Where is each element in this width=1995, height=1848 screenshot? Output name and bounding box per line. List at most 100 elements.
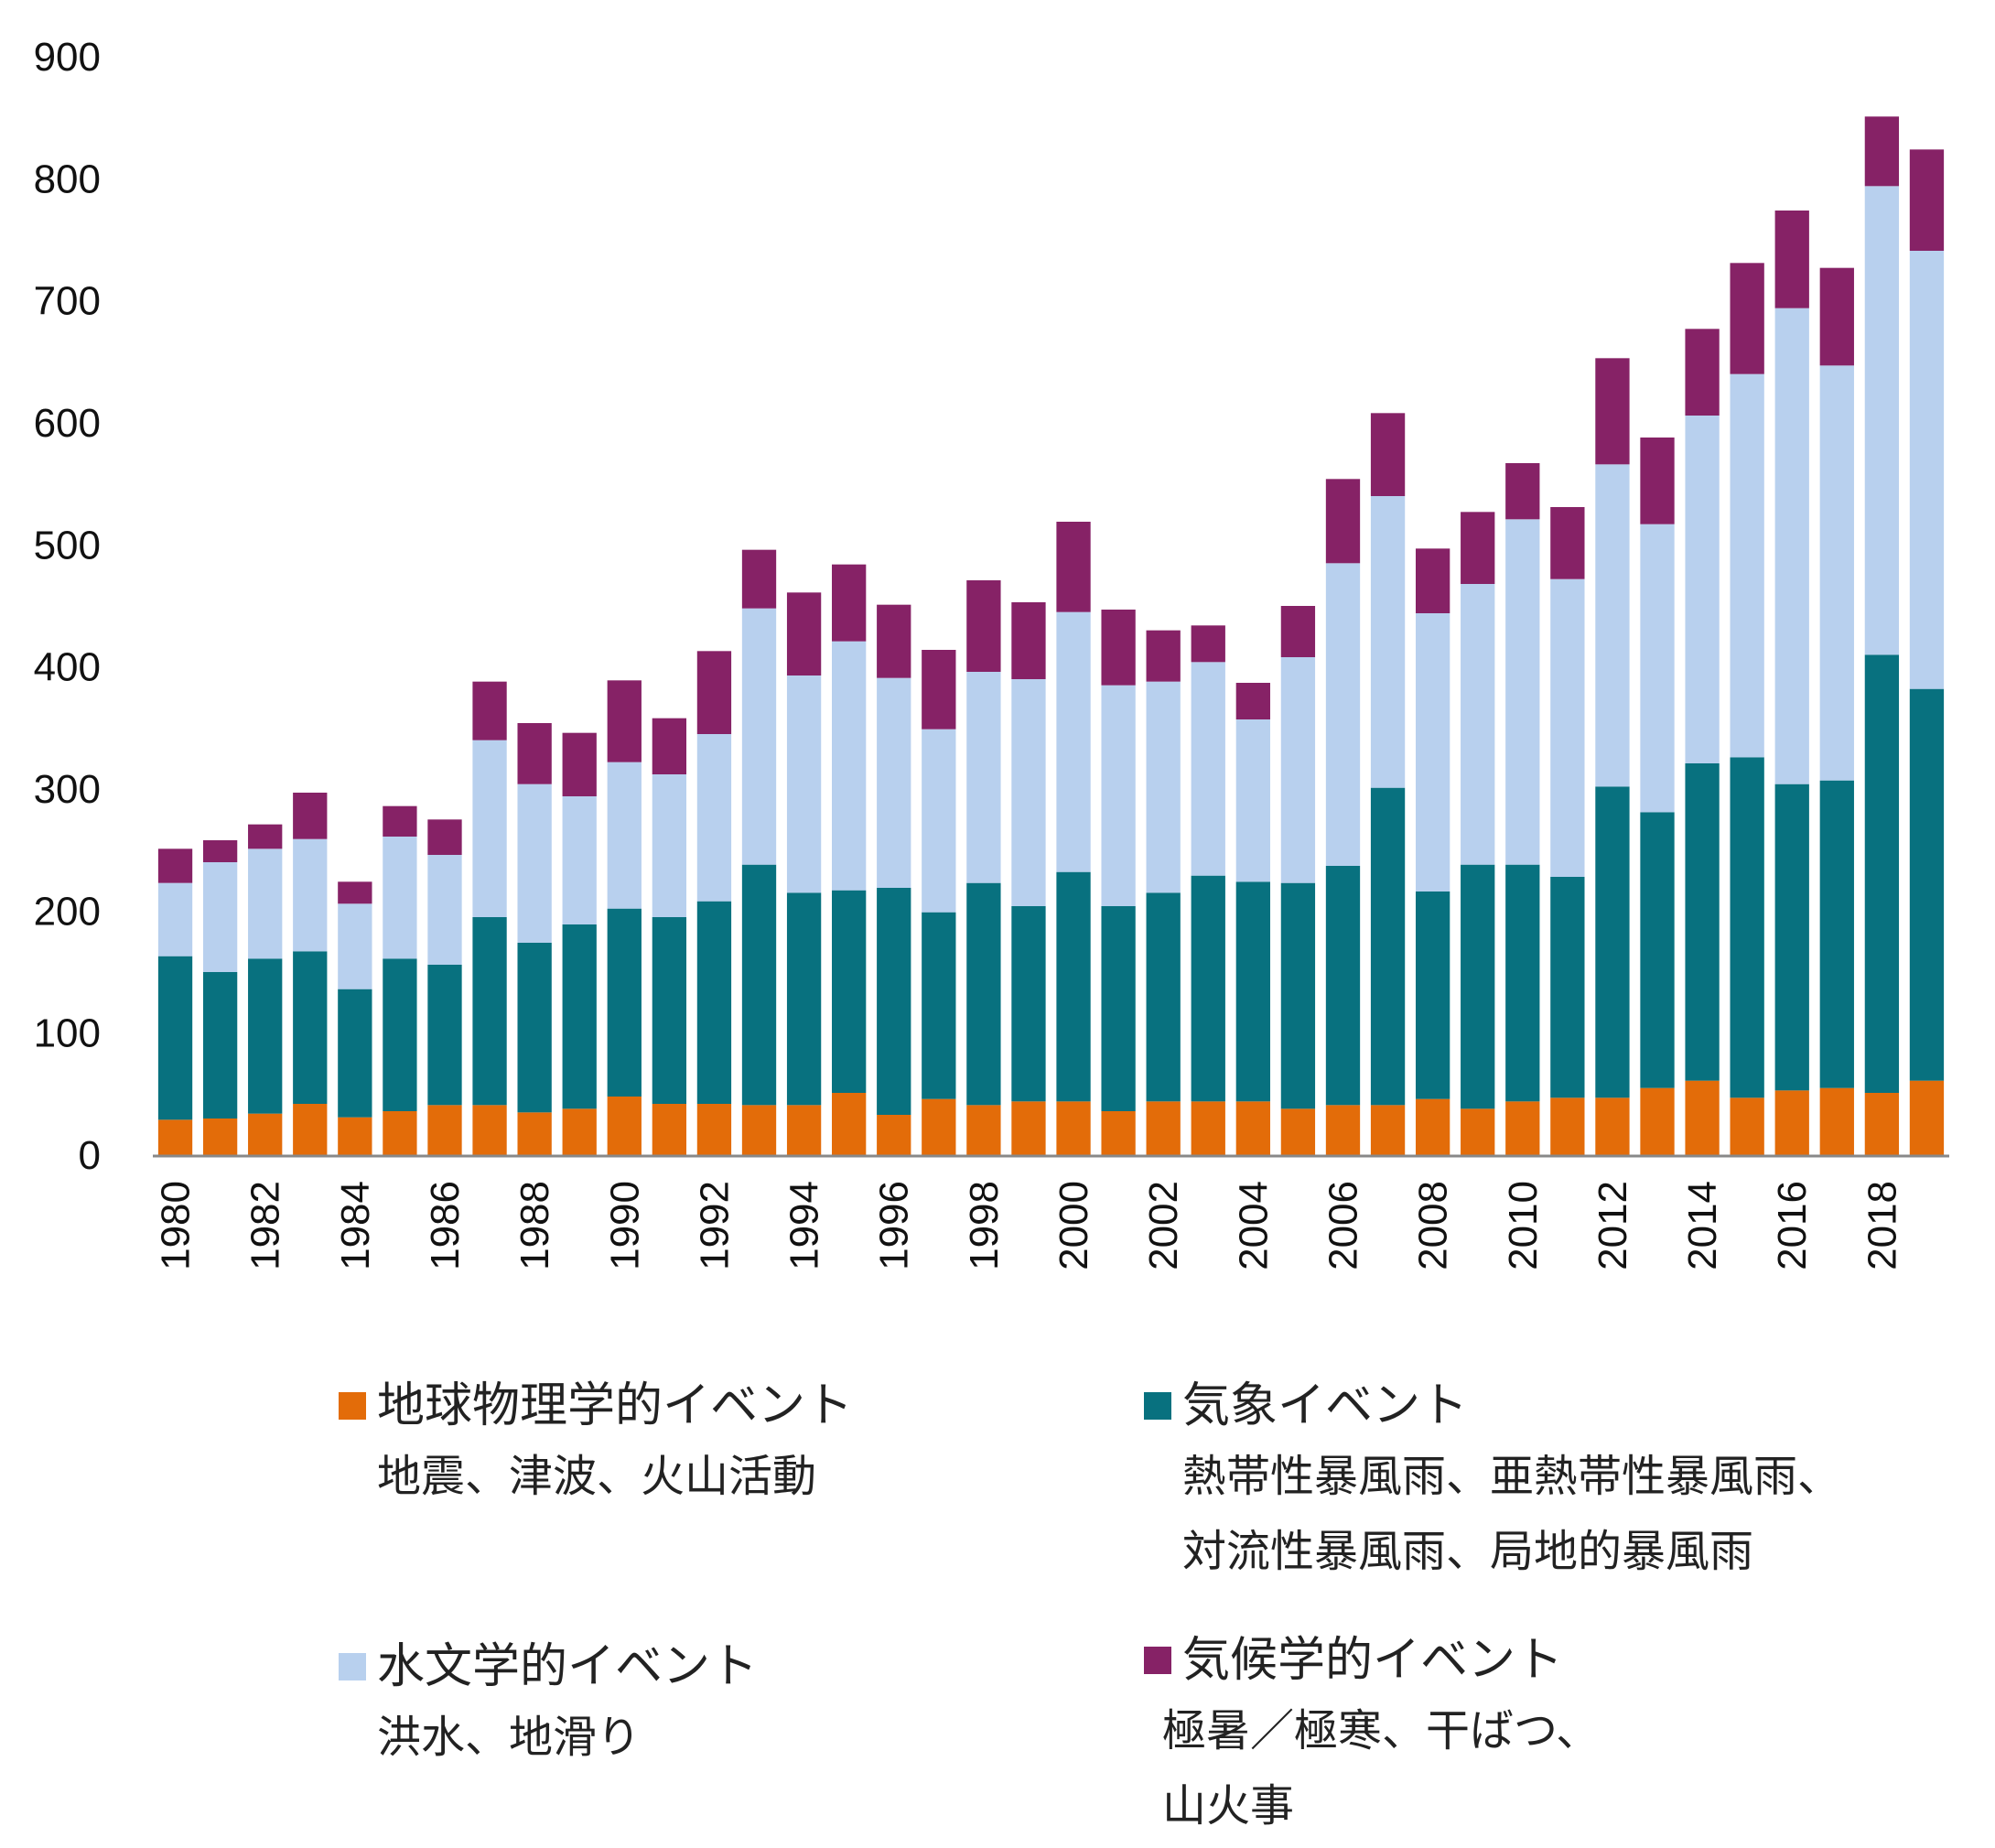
bar-segment-2019-s2 xyxy=(1909,251,1945,689)
y-axis-ticks: 0 100 200 300 400 500 600 700 800 900 xyxy=(34,35,101,1178)
bar-segment-2006-s0 xyxy=(1325,1105,1361,1155)
bar-segment-2019-s3 xyxy=(1909,149,1945,251)
bar-segment-1998-s3 xyxy=(966,580,1001,672)
y-tick-label: 400 xyxy=(34,645,101,690)
legend-item-climatological: 気候学的イベント 極暑／極寒、干ばつ、 山火事 xyxy=(1144,1627,1600,1843)
bar-segment-1992-s2 xyxy=(696,734,732,902)
bar-segment-2011-s1 xyxy=(1550,877,1585,1098)
bar-segment-1982-s1 xyxy=(248,958,283,1114)
bar-segment-2015-s3 xyxy=(1730,263,1764,374)
bar-segment-2003-s1 xyxy=(1191,875,1225,1102)
x-tick-label: 2006 xyxy=(1321,1181,1365,1270)
bar-segment-1997-s0 xyxy=(922,1098,956,1155)
bar-segment-1996-s1 xyxy=(877,888,911,1115)
bar-segment-2013-s2 xyxy=(1640,524,1675,813)
y-tick-label: 800 xyxy=(34,157,101,201)
y-tick-label: 0 xyxy=(79,1133,101,1178)
bar-segment-1983-s3 xyxy=(293,793,328,839)
bar-segment-1992-s0 xyxy=(696,1104,732,1155)
bar-segment-2007-s1 xyxy=(1370,787,1406,1106)
bar-segment-1982-s2 xyxy=(248,848,283,959)
bar-segment-2011-s0 xyxy=(1550,1097,1585,1155)
bar-segment-1980-s2 xyxy=(157,882,193,956)
bar-segment-2008-s3 xyxy=(1415,548,1450,613)
bar-area xyxy=(157,116,1945,1155)
bar-segment-2013-s1 xyxy=(1640,812,1675,1088)
legend-item-meteorological: 気象イベント 熱帯性暴風雨、亜熱帯性暴風雨、 対流性暴風雨、局地的暴風雨 xyxy=(1144,1373,1841,1589)
bar-segment-2004-s2 xyxy=(1235,719,1270,882)
bar-segment-2002-s2 xyxy=(1146,681,1181,893)
x-tick-label: 1994 xyxy=(782,1181,827,1270)
legend-label: 気候学的イベント xyxy=(1182,1633,1564,1688)
bar-segment-2000-s1 xyxy=(1056,871,1091,1102)
legend-swatch xyxy=(339,1653,366,1680)
bar-segment-1985-s3 xyxy=(383,805,417,837)
bar-segment-1993-s3 xyxy=(741,549,777,609)
bar-segment-2018-s0 xyxy=(1864,1093,1900,1155)
bar-segment-1987-s2 xyxy=(472,740,507,917)
bar-segment-1998-s0 xyxy=(966,1105,1001,1155)
legend-description: 熱帯性暴風雨、亜熱帯性暴風雨、 対流性暴風雨、局地的暴風雨 xyxy=(1182,1451,1842,1577)
bar-segment-1998-s1 xyxy=(966,882,1001,1106)
bar-segment-2006-s1 xyxy=(1325,866,1361,1106)
bar-segment-2017-s0 xyxy=(1819,1087,1854,1155)
x-tick-label: 2008 xyxy=(1411,1181,1456,1270)
bar-segment-1999-s2 xyxy=(1011,679,1046,906)
bar-segment-1991-s0 xyxy=(652,1104,687,1155)
bar-segment-1984-s3 xyxy=(338,881,372,904)
bar-segment-1995-s3 xyxy=(832,564,867,642)
x-tick-label: 2004 xyxy=(1231,1181,1276,1270)
x-tick-label: 2016 xyxy=(1770,1181,1815,1270)
bar-segment-1983-s1 xyxy=(293,951,328,1104)
bar-segment-1981-s0 xyxy=(202,1119,238,1155)
bar-segment-2004-s0 xyxy=(1235,1101,1270,1155)
x-tick-label: 1996 xyxy=(872,1181,917,1270)
bar-segment-2010-s2 xyxy=(1505,519,1540,865)
bar-segment-2004-s3 xyxy=(1235,683,1270,719)
bar-segment-2013-s0 xyxy=(1640,1087,1675,1155)
bar-segment-2012-s1 xyxy=(1595,786,1630,1098)
bar-segment-2007-s3 xyxy=(1370,413,1406,496)
bar-segment-2015-s2 xyxy=(1730,373,1764,758)
bar-segment-1999-s3 xyxy=(1011,602,1046,679)
bar-segment-2006-s2 xyxy=(1325,563,1361,866)
bar-segment-2012-s2 xyxy=(1595,464,1630,787)
bar-segment-2010-s3 xyxy=(1505,463,1540,520)
bar-segment-2000-s0 xyxy=(1056,1101,1091,1155)
bar-segment-2000-s2 xyxy=(1056,611,1091,872)
legend-label: 地球物理学的イベント xyxy=(377,1378,854,1433)
bar-segment-1991-s1 xyxy=(652,917,687,1104)
bar-segment-1988-s2 xyxy=(517,784,552,943)
bar-segment-2009-s0 xyxy=(1461,1108,1495,1155)
bar-segment-1995-s0 xyxy=(832,1093,867,1155)
bar-segment-1990-s2 xyxy=(607,762,642,909)
bar-segment-2015-s1 xyxy=(1730,757,1764,1098)
bar-segment-1981-s1 xyxy=(202,972,238,1119)
bar-segment-1995-s2 xyxy=(832,641,867,891)
legend-description: 地震、津波、火山活動 xyxy=(377,1451,817,1502)
bar-segment-2011-s2 xyxy=(1550,578,1585,877)
bar-segment-2006-s3 xyxy=(1325,479,1361,564)
legend-description: 極暑／極寒、干ばつ、 山火事 xyxy=(1162,1705,1601,1832)
bar-segment-2009-s2 xyxy=(1461,584,1495,865)
bar-segment-2002-s1 xyxy=(1146,892,1181,1102)
x-tick-label: 1980 xyxy=(154,1181,199,1270)
bar-segment-1987-s3 xyxy=(472,681,507,740)
bar-segment-1989-s2 xyxy=(562,796,597,924)
bar-segment-1993-s0 xyxy=(741,1105,777,1155)
bar-segment-1987-s1 xyxy=(472,917,507,1106)
bar-segment-1991-s3 xyxy=(652,718,687,774)
x-tick-label: 1998 xyxy=(962,1181,1007,1270)
bar-segment-1992-s1 xyxy=(696,901,732,1104)
x-tick-label: 2010 xyxy=(1501,1181,1546,1270)
bar-segment-1983-s0 xyxy=(293,1104,328,1155)
bar-segment-1980-s1 xyxy=(157,956,193,1120)
bar-segment-2001-s3 xyxy=(1101,610,1136,686)
bar-segment-1997-s1 xyxy=(922,912,956,1099)
bar-segment-2003-s2 xyxy=(1191,662,1225,876)
bar-segment-2018-s1 xyxy=(1864,654,1900,1093)
bar-segment-2014-s2 xyxy=(1685,416,1720,763)
x-tick-label: 2012 xyxy=(1591,1181,1635,1270)
bar-segment-2019-s0 xyxy=(1909,1080,1945,1155)
